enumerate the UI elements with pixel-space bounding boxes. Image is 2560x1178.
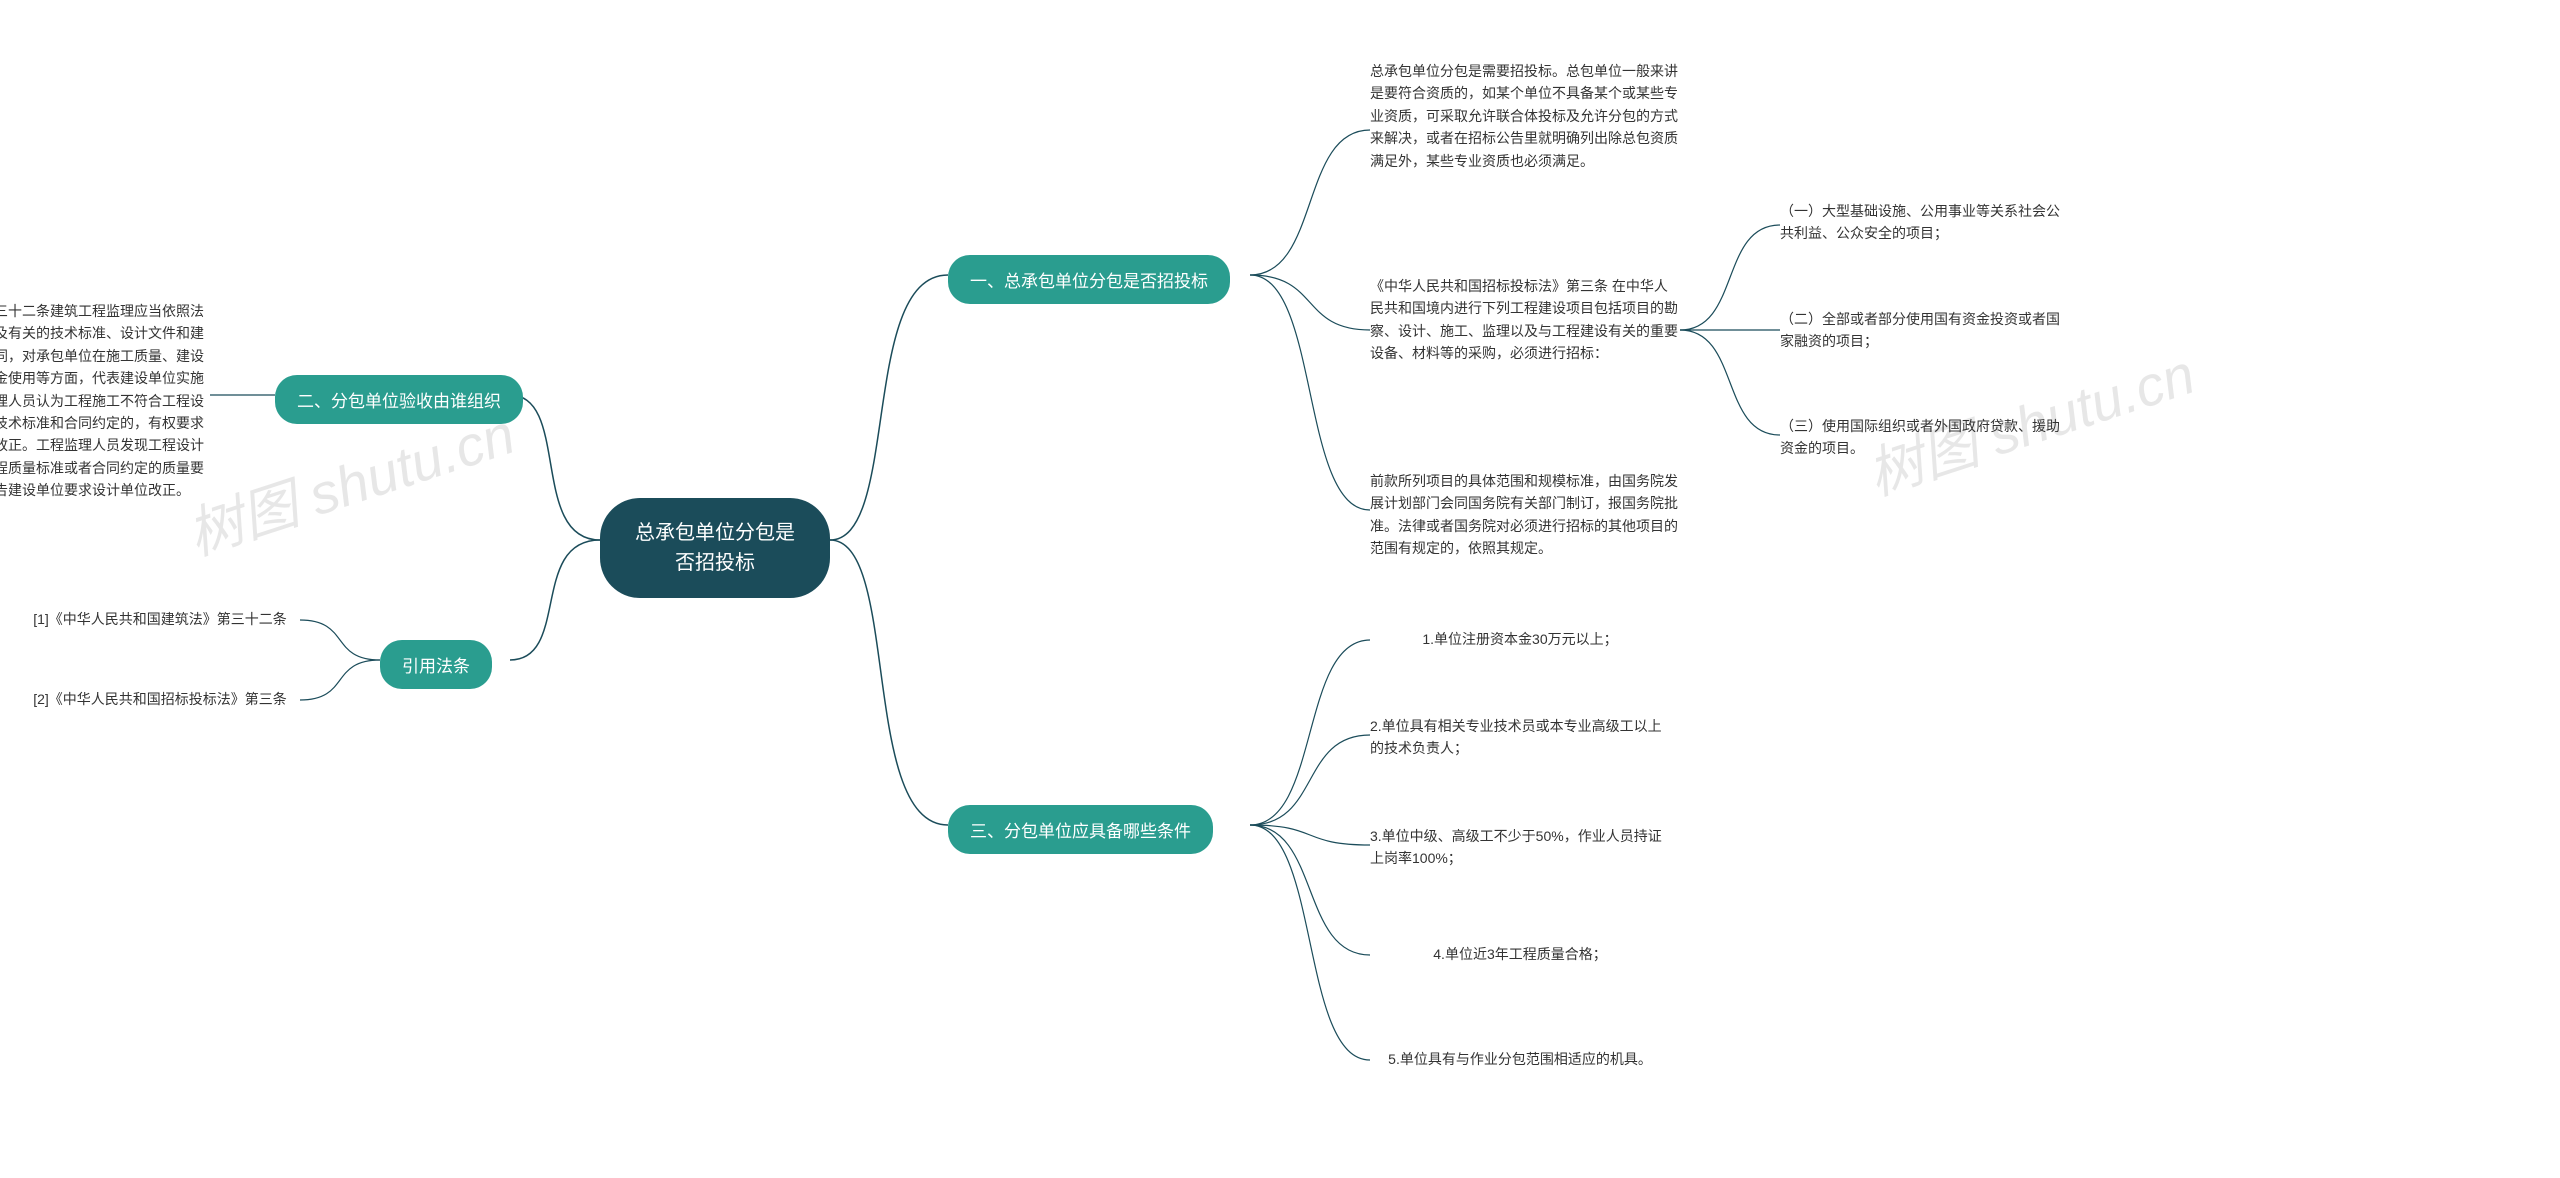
branch-1-leaf-1: 总承包单位分包是需要招投标。总包单位一般来讲是要符合资质的，如某个单位不具备某个… (1370, 60, 1680, 172)
branch-1-leaf-2-sub-1: （一）大型基础设施、公用事业等关系社会公共利益、公众安全的项目； (1780, 200, 2060, 245)
branch-3-leaf-2: 2.单位具有相关专业技术员或本专业高级工以上的技术负责人； (1370, 715, 1670, 760)
branch-2-label: 二、分包单位验收由谁组织 (297, 387, 501, 412)
branch-1[interactable]: 一、总承包单位分包是否招投标 (948, 255, 1230, 304)
branch-ref-leaf-1: [1]《中华人民共和国建筑法》第三十二条 (20, 608, 300, 630)
branch-1-leaf-2-sub-2: （二）全部或者部分使用国有资金投资或者国家融资的项目； (1780, 308, 2060, 353)
branch-2[interactable]: 二、分包单位验收由谁组织 (275, 375, 523, 424)
branch-ref-leaf-2: [2]《中华人民共和国招标投标法》第三条 (20, 688, 300, 710)
branch-3-leaf-4: 4.单位近3年工程质量合格； (1370, 943, 1670, 965)
branch-1-leaf-3: 前款所列项目的具体范围和规模标准，由国务院发展计划部门会同国务院有关部门制订，报… (1370, 470, 1680, 560)
root-node[interactable]: 总承包单位分包是否招投标 (600, 498, 830, 598)
branch-ref[interactable]: 引用法条 (380, 640, 492, 689)
branch-3-label: 三、分包单位应具备哪些条件 (970, 817, 1191, 842)
branch-1-label: 一、总承包单位分包是否招投标 (970, 267, 1208, 292)
branch-1-leaf-2-sub-3: （三）使用国际组织或者外国政府贷款、援助资金的项目。 (1780, 415, 2060, 460)
root-label: 总承包单位分包是否招投标 (630, 518, 800, 578)
branch-3-leaf-1: 1.单位注册资本金30万元以上； (1370, 628, 1670, 650)
branch-ref-label: 引用法条 (402, 652, 470, 677)
branch-2-leaf-1: 《建筑法》第三十二条建筑工程监理应当依照法律、行政法规及有关的技术标准、设计文件… (0, 300, 210, 502)
branch-3-leaf-5: 5.单位具有与作业分包范围相适应的机具。 (1370, 1048, 1670, 1070)
branch-3[interactable]: 三、分包单位应具备哪些条件 (948, 805, 1213, 854)
branch-3-leaf-3: 3.单位中级、高级工不少于50%，作业人员持证上岗率100%； (1370, 825, 1670, 870)
branch-1-leaf-2: 《中华人民共和国招标投标法》第三条 在中华人民共和国境内进行下列工程建设项目包括… (1370, 275, 1680, 365)
connector-layer (0, 0, 2560, 1178)
